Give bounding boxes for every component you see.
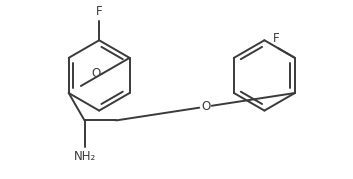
Text: F: F: [273, 32, 280, 45]
Text: O: O: [91, 67, 101, 80]
Text: NH₂: NH₂: [73, 150, 96, 163]
Text: F: F: [96, 5, 102, 18]
Text: O: O: [201, 100, 210, 113]
